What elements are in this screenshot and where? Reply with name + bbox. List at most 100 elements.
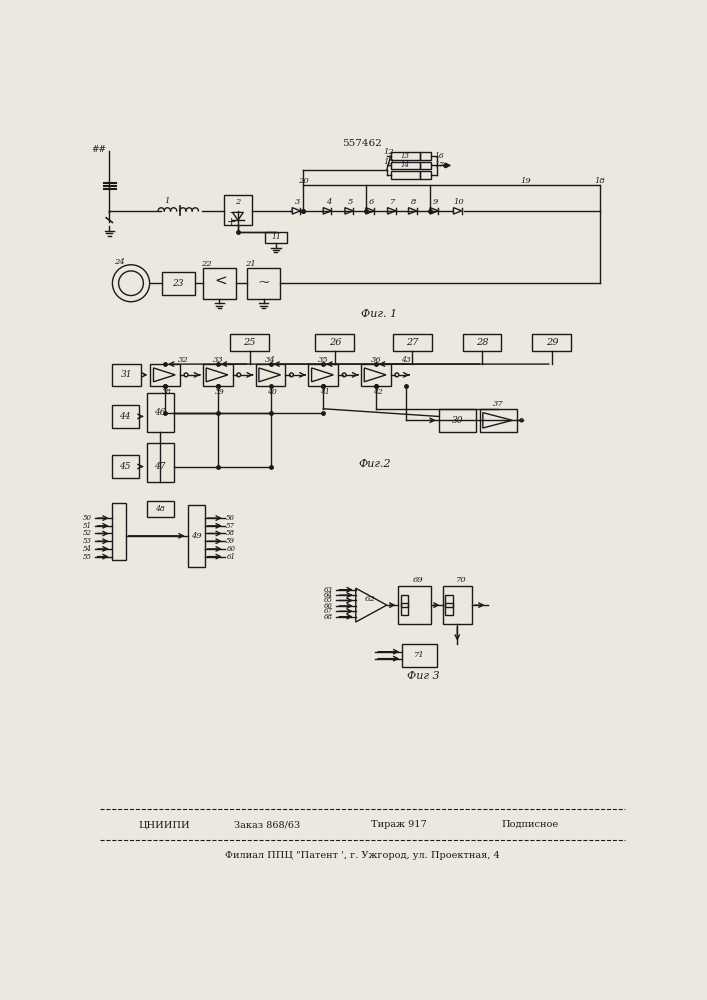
Text: 13: 13 [401,152,410,160]
Text: 41: 41 [320,388,329,396]
Text: 56: 56 [226,514,235,522]
Text: 557462: 557462 [342,139,382,148]
Bar [224,195,252,225]
Text: 34: 34 [265,356,276,364]
Text: Фиг. 1: Фиг. 1 [361,309,397,319]
Bar [391,152,420,160]
Bar [112,503,126,560]
Text: 14: 14 [401,161,410,169]
Text: 55: 55 [83,553,92,561]
Text: 21: 21 [245,260,256,268]
Bar [187,505,204,567]
Text: 43: 43 [402,356,411,364]
Bar [445,603,452,615]
Bar [151,364,180,386]
Text: 46: 46 [154,408,166,417]
Text: Тираж 917: Тираж 917 [370,820,426,829]
Text: Фиг 3: Фиг 3 [407,671,440,681]
Bar [146,443,174,482]
Text: 38: 38 [162,388,172,396]
Text: ЦНИИПИ: ЦНИИПИ [139,820,190,829]
Text: Фиг.2: Фиг.2 [359,459,392,469]
Bar [398,586,431,624]
Text: 3: 3 [295,198,300,206]
Bar [391,171,420,179]
Bar [401,595,409,607]
Text: 50: 50 [83,514,92,522]
Text: <: < [214,275,227,289]
Text: Заказ 868/63: Заказ 868/63 [233,820,300,829]
Text: 42: 42 [373,388,382,396]
Bar [146,501,174,517]
Text: +: + [227,217,236,227]
Text: 27: 27 [406,338,419,347]
Bar [230,334,269,351]
Text: 15: 15 [384,158,395,166]
Text: 4: 4 [326,198,332,206]
Text: 63: 63 [325,586,333,594]
Bar [361,364,391,386]
Bar [480,409,517,432]
Text: 51: 51 [83,522,92,530]
Text: 65: 65 [325,596,333,604]
Text: 45: 45 [119,462,131,471]
Bar [247,268,280,299]
Text: 31: 31 [121,370,132,379]
Bar [420,162,431,169]
Text: ##: ## [92,145,107,154]
Text: 2: 2 [235,198,240,206]
Text: 16: 16 [434,152,444,160]
Text: 44: 44 [119,412,131,421]
Bar [256,364,285,386]
Text: 26: 26 [329,338,341,347]
Text: 8: 8 [411,198,416,206]
Text: 18: 18 [595,177,605,185]
Text: 11: 11 [271,233,281,241]
Text: -: - [230,208,233,218]
Bar [401,603,409,615]
Text: 66: 66 [325,602,333,610]
Text: 10: 10 [453,198,464,206]
Text: 1: 1 [164,197,170,205]
Bar [112,455,139,478]
Text: 25: 25 [243,338,256,347]
Text: 17: 17 [434,161,444,169]
Text: 39: 39 [214,388,224,396]
Bar [146,393,174,432]
Text: 35: 35 [318,356,329,364]
Text: 60: 60 [226,545,235,553]
Text: 37: 37 [493,400,503,408]
Text: Филиал ППЦ "Патент ', г. Ужгород, ул. Проектная, 4: Филиал ППЦ "Патент ', г. Ужгород, ул. Пр… [225,851,499,860]
Text: 57: 57 [226,522,235,530]
Text: 53: 53 [83,537,92,545]
Text: 40: 40 [267,388,277,396]
Text: 68: 68 [325,613,333,621]
Text: 69: 69 [413,576,424,584]
Bar [420,152,431,160]
Bar [532,334,571,351]
Bar [443,586,472,624]
Text: 7: 7 [390,198,396,206]
Bar [112,405,139,428]
Bar [402,644,437,667]
Text: ~: ~ [257,276,270,290]
Bar [308,364,338,386]
Text: 54: 54 [83,545,92,553]
Text: 47: 47 [154,462,166,471]
Bar [445,595,452,607]
Text: 30: 30 [452,416,463,425]
Bar [420,171,431,179]
Text: 29: 29 [546,338,558,347]
Text: 33: 33 [212,356,223,364]
Bar [112,364,141,386]
Bar [391,162,420,169]
Text: 59: 59 [226,537,235,545]
Text: 5: 5 [348,198,353,206]
Text: 71: 71 [414,651,425,659]
Text: 61: 61 [226,553,235,561]
Bar [265,232,287,243]
Text: 62: 62 [364,595,375,603]
Text: 49: 49 [191,532,201,540]
Bar [203,364,233,386]
Bar [462,334,501,351]
